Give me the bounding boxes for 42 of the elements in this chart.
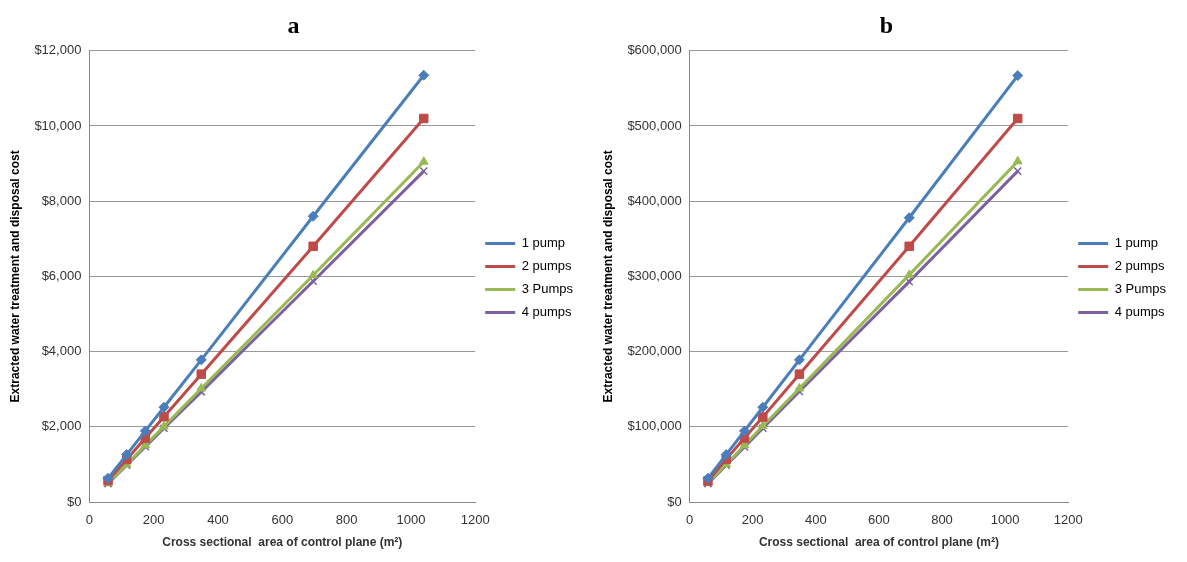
x-tick-label: 600 [868,512,890,528]
y-tick-label: $100,000 [627,418,682,434]
legend-label: 4 pumps [521,304,573,320]
x-tick-label: 400 [207,512,229,528]
legend-label: 4 pumps [1114,304,1166,320]
y-tick-label: $400,000 [627,192,682,208]
y-axis-title: Extracted water treatment and disposal cost [600,150,615,403]
y-tick-label: $0 [667,493,682,509]
legend-label: 3 Pumps [1114,281,1167,297]
y-tick-label: $600,000 [627,42,682,58]
legend-label: 2 pumps [521,258,573,274]
chart-title: a [287,11,300,38]
x-tick-label: 1000 [990,512,1020,528]
x-tick-label: 200 [142,512,165,528]
y-tick-label: $200,000 [627,343,682,359]
x-tick-label: 1200 [1053,512,1083,528]
x-axis-title: Cross sectional area of control plane (m²) [758,535,999,550]
legend-label: 1 pump [521,235,566,251]
y-tick-label: $10,000 [34,117,82,133]
y-axis-title: Extracted water treatment and disposal cost [7,150,22,403]
x-tick-label: 200 [741,512,764,528]
x-tick-label: 0 [85,512,94,528]
y-tick-label: $4,000 [41,343,82,359]
y-tick-label: $8,000 [41,192,82,208]
chart-title: b [879,11,894,38]
y-tick-label: $0 [66,493,82,509]
x-tick-label: 800 [931,512,953,528]
y-tick-label: $12,000 [34,42,82,58]
y-tick-label: $2,000 [41,418,82,434]
y-tick-label: $500,000 [627,117,682,133]
x-tick-label: 1000 [396,512,426,528]
x-tick-label: 400 [804,512,827,528]
y-tick-label: $300,000 [627,267,682,283]
legend-label: 2 pumps [1114,258,1166,274]
x-tick-label: 600 [271,512,294,528]
x-tick-label: 800 [335,512,358,528]
legend-label: 1 pump [1114,235,1159,251]
y-tick-label: $6,000 [41,267,82,283]
x-axis-title: Cross sectional area of control plane (m²) [162,535,403,550]
x-tick-label: 0 [686,512,694,528]
legend-label: 3 Pumps [521,281,574,297]
x-tick-label: 1200 [460,512,490,528]
